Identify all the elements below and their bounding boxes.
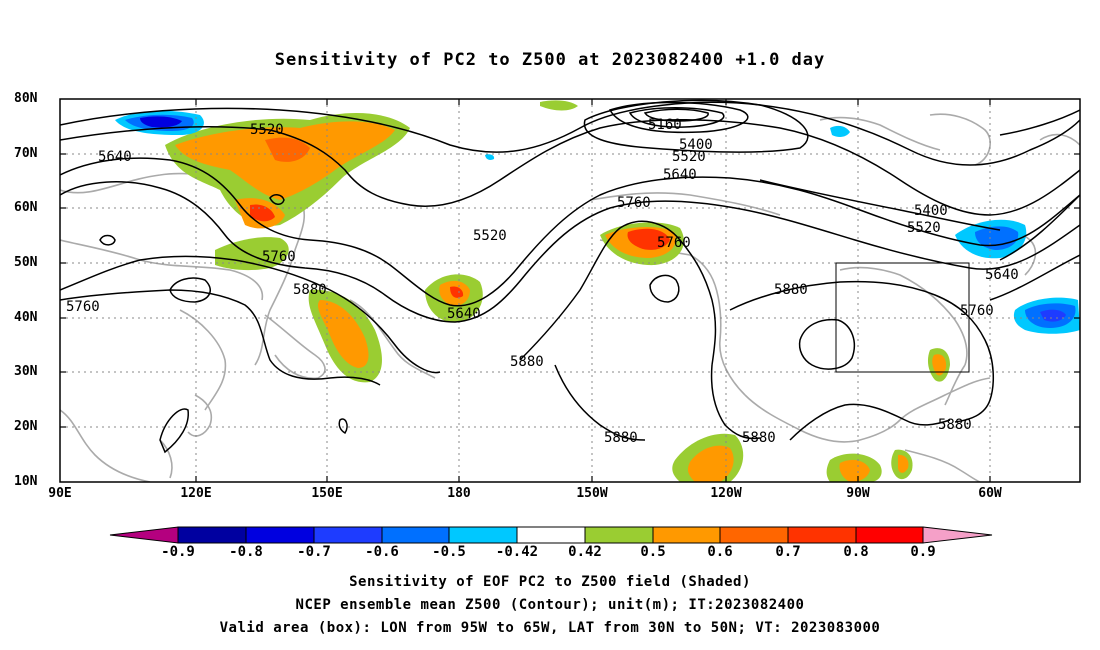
- lat-label: 70N: [14, 146, 38, 161]
- contour-label: 5520: [250, 122, 284, 138]
- colorbar-label: 0.7: [775, 544, 801, 560]
- colorbar-label: 0.8: [843, 544, 869, 560]
- colorbar-label: -0.6: [365, 544, 399, 560]
- contour-label: 5640: [985, 267, 1019, 283]
- colorbar-swatch: [584, 526, 654, 544]
- colorbar-swatch: [787, 526, 857, 544]
- lon-label: 120W: [710, 486, 742, 501]
- contour-label: 5400: [914, 203, 948, 219]
- colorbar-swatch: [177, 526, 247, 544]
- caption-contour: NCEP ensemble mean Z500 (Contour); unit(…: [295, 597, 805, 613]
- colorbar-low-triangle: [109, 526, 179, 544]
- contour-label: 5520: [907, 220, 941, 236]
- contour-label: 5880: [293, 282, 327, 298]
- colorbar-swatch: [652, 526, 721, 544]
- lon-label: 90E: [48, 486, 72, 501]
- contour-label: 5880: [510, 354, 544, 370]
- caption-shading: Sensitivity of EOF PC2 to Z500 field (Sh…: [349, 574, 751, 590]
- lat-label: 30N: [14, 364, 38, 379]
- lat-label: 80N: [14, 91, 38, 106]
- chart-title: Sensitivity of PC2 to Z500 at 2023082400…: [274, 50, 826, 70]
- contour-label: 5880: [604, 430, 638, 446]
- colorbar-swatch: [381, 526, 450, 544]
- axis-ticks: [60, 99, 1080, 482]
- sensitivity-shading: [115, 100, 1080, 482]
- colorbar-label: -0.7: [297, 544, 331, 560]
- contour-label: 5760: [657, 235, 691, 251]
- contour-label: 5640: [447, 306, 481, 322]
- contour-label: 5520: [672, 149, 706, 165]
- contour-label: 5760: [960, 303, 994, 319]
- contour-labels: 5160 5400 5520 5640 5520 5640 5760 5520 …: [66, 117, 1019, 446]
- colorbar-label: 0.6: [707, 544, 733, 560]
- contour-label: 5640: [98, 149, 132, 165]
- contour-label: 5760: [617, 195, 651, 211]
- contour-label: 5520: [473, 228, 507, 244]
- valid-area-box: [835, 262, 970, 373]
- lon-label: 150W: [576, 486, 608, 501]
- colorbar-swatch: [855, 526, 924, 544]
- lon-label: 150E: [311, 486, 343, 501]
- caption-valid-area: Valid area (box): LON from 95W to 65W, L…: [219, 620, 881, 636]
- colorbar-label: 0.42: [568, 544, 602, 560]
- colorbar-label: -0.5: [432, 544, 466, 560]
- map-frame: [59, 98, 1081, 483]
- lon-label: 90W: [846, 486, 870, 501]
- colorbar-swatch: [516, 526, 586, 544]
- colorbar-high-triangle: [922, 526, 993, 544]
- lat-label: 50N: [14, 255, 38, 270]
- colorbar-label: 0.9: [910, 544, 936, 560]
- contour-label: 5880: [742, 430, 776, 446]
- contour-label: 5880: [938, 417, 972, 433]
- colorbar-label: 0.5: [640, 544, 666, 560]
- lat-label: 10N: [14, 474, 38, 489]
- colorbar-swatch: [719, 526, 789, 544]
- colorbar-label: -0.42: [495, 544, 539, 560]
- lat-label: 60N: [14, 200, 38, 215]
- colorbar-swatch: [313, 526, 383, 544]
- colorbar-label: -0.9: [161, 544, 195, 560]
- lat-label: 40N: [14, 310, 38, 325]
- z500-contours: [60, 99, 1080, 454]
- contour-label: 5880: [774, 282, 808, 298]
- contour-label: 5400: [679, 137, 713, 153]
- contour-label: 5640: [663, 167, 697, 183]
- colorbar: [109, 526, 993, 544]
- lon-label: 180: [447, 486, 471, 501]
- lon-label: 120E: [180, 486, 212, 501]
- lon-label: 60W: [978, 486, 1002, 501]
- colorbar-swatch: [448, 526, 518, 544]
- contour-label: 5160: [648, 117, 682, 133]
- colorbar-swatch: [245, 526, 315, 544]
- contour-label: 5760: [66, 299, 100, 315]
- contour-label: 5760: [262, 249, 296, 265]
- colorbar-label: -0.8: [229, 544, 263, 560]
- lat-label: 20N: [14, 419, 38, 434]
